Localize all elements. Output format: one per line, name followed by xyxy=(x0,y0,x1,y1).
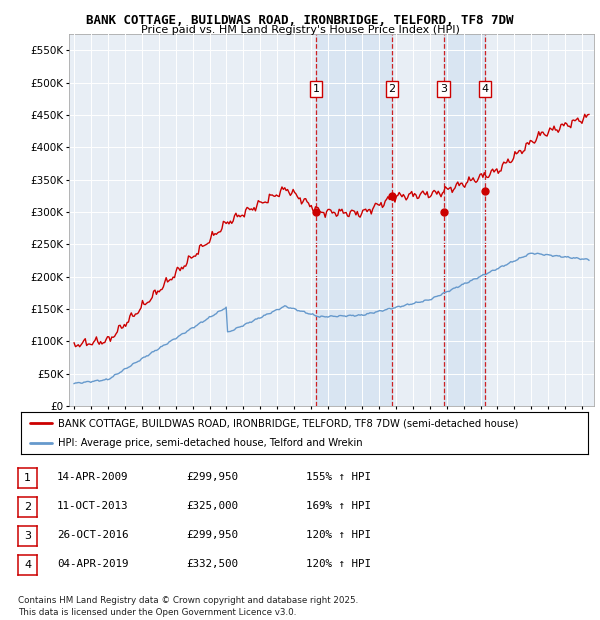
Text: 26-OCT-2016: 26-OCT-2016 xyxy=(57,530,128,540)
Text: 04-APR-2019: 04-APR-2019 xyxy=(57,559,128,569)
Text: 2: 2 xyxy=(389,84,395,94)
Text: 11-OCT-2013: 11-OCT-2013 xyxy=(57,501,128,511)
Text: BANK COTTAGE, BUILDWAS ROAD, IRONBRIDGE, TELFORD, TF8 7DW (semi-detached house): BANK COTTAGE, BUILDWAS ROAD, IRONBRIDGE,… xyxy=(58,418,518,428)
Text: 1: 1 xyxy=(313,84,320,94)
Bar xyxy=(316,34,392,406)
Text: 3: 3 xyxy=(24,531,31,541)
Text: HPI: Average price, semi-detached house, Telford and Wrekin: HPI: Average price, semi-detached house,… xyxy=(58,438,362,448)
Text: £325,000: £325,000 xyxy=(186,501,238,511)
Text: BANK COTTAGE, BUILDWAS ROAD, IRONBRIDGE, TELFORD, TF8 7DW: BANK COTTAGE, BUILDWAS ROAD, IRONBRIDGE,… xyxy=(86,14,514,27)
Text: 4: 4 xyxy=(481,84,488,94)
Text: £299,950: £299,950 xyxy=(186,472,238,482)
Text: Price paid vs. HM Land Registry's House Price Index (HPI): Price paid vs. HM Land Registry's House … xyxy=(140,25,460,35)
Text: £299,950: £299,950 xyxy=(186,530,238,540)
Text: £332,500: £332,500 xyxy=(186,559,238,569)
Text: 169% ↑ HPI: 169% ↑ HPI xyxy=(306,501,371,511)
Text: 120% ↑ HPI: 120% ↑ HPI xyxy=(306,530,371,540)
Text: 3: 3 xyxy=(440,84,447,94)
Text: 2: 2 xyxy=(24,502,31,512)
Text: 120% ↑ HPI: 120% ↑ HPI xyxy=(306,559,371,569)
Text: 1: 1 xyxy=(24,473,31,483)
Bar xyxy=(443,34,485,406)
Text: 14-APR-2009: 14-APR-2009 xyxy=(57,472,128,482)
Text: Contains HM Land Registry data © Crown copyright and database right 2025.
This d: Contains HM Land Registry data © Crown c… xyxy=(18,596,358,617)
Text: 155% ↑ HPI: 155% ↑ HPI xyxy=(306,472,371,482)
Text: 4: 4 xyxy=(24,560,31,570)
